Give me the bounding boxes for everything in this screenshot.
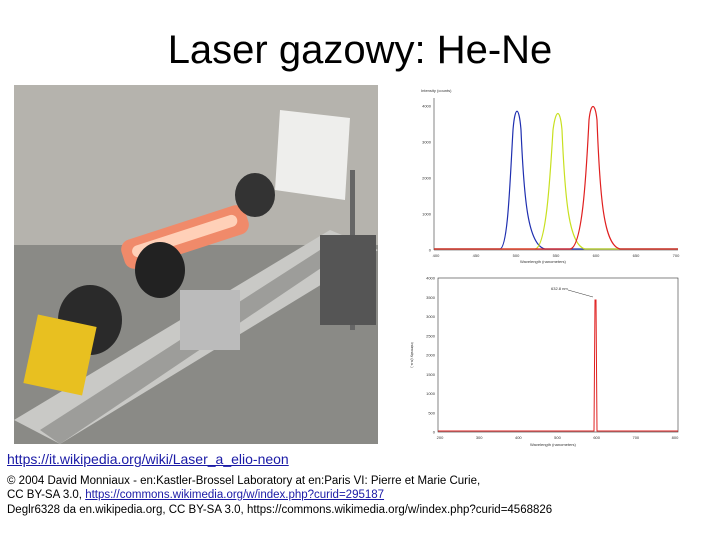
- tick-label: 600: [593, 435, 600, 440]
- tick-label: 400: [433, 253, 440, 258]
- tick-label: 450: [473, 253, 480, 258]
- tick-label: 2500: [426, 333, 436, 338]
- tick-label: 2000: [426, 353, 436, 358]
- tick-label: 700: [632, 435, 639, 440]
- annotation: 632.8 nm: [551, 286, 568, 291]
- tick-label: 400: [515, 435, 522, 440]
- tick-label: 300: [476, 435, 483, 440]
- tick-label: 600: [593, 253, 600, 258]
- tick-label: 800: [672, 435, 679, 440]
- credit-link[interactable]: https://commons.wikimedia.org/w/index.ph…: [85, 489, 385, 501]
- tick-label: 3000: [426, 314, 436, 319]
- credit-line: CC BY-SA 3.0, https://commons.wikimedia.…: [7, 489, 384, 501]
- tick-label: 550: [553, 253, 560, 258]
- credit-line: © 2004 David Monniaux - en:Kastler-Bross…: [7, 475, 481, 487]
- tick-label: 0: [429, 248, 432, 253]
- tick-label: 1000: [426, 391, 436, 396]
- tick-label: 500: [554, 435, 561, 440]
- slide-title: Laser gazowy: He-Ne: [167, 28, 553, 72]
- y-axis-label: Intensity (a.u.): [410, 342, 415, 368]
- tick-label: 0: [433, 430, 436, 435]
- tick-label: 700: [673, 253, 680, 258]
- tick-label: 2000: [422, 176, 432, 181]
- credit-line: Deglr6328 da en.wikipedia.org, CC BY-SA …: [7, 504, 553, 516]
- spectrum-bottom: Intensity (a.u.) 632.8 nm 40003500300025…: [410, 274, 679, 450]
- tick-label: 1000: [422, 212, 432, 217]
- tick-label: 500: [513, 253, 520, 258]
- tick-label: 4000: [422, 104, 432, 109]
- tick-label: 200: [437, 435, 444, 440]
- x-axis-label: Wavelength (nanometers): [530, 442, 577, 447]
- tick-label: 4000: [426, 276, 436, 281]
- x-axis-label: Wavelength (nanometers): [520, 259, 567, 264]
- tick-label: 500: [428, 410, 435, 415]
- source-link[interactable]: https://it.wikipedia.org/wiki/Laser_a_el…: [7, 451, 289, 467]
- y-axis-label: Intensity (counts): [421, 88, 452, 93]
- photo: [14, 85, 378, 444]
- tick-label: 3500: [426, 295, 436, 300]
- tick-label: 1500: [426, 372, 436, 377]
- tick-label: 650: [633, 253, 640, 258]
- credit-text: CC BY-SA 3.0,: [7, 489, 86, 501]
- tick-label: 3000: [422, 140, 432, 145]
